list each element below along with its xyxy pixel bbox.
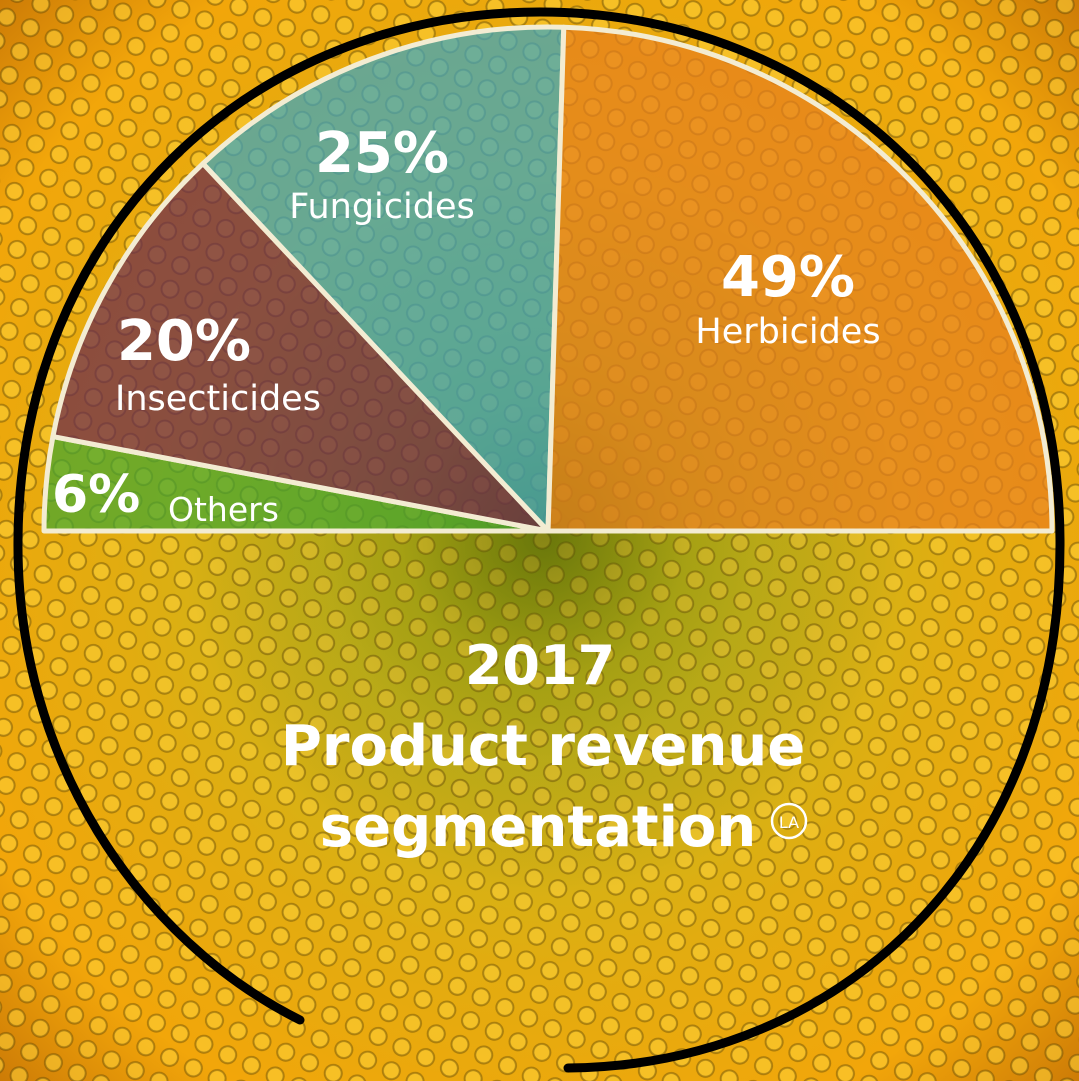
- slice-pct-herbicides: 49%: [721, 245, 855, 310]
- chart-title-line2: segmentation: [320, 795, 756, 860]
- slice-labels: 49% Herbicides 25% Fungicides 20% Insect…: [52, 121, 881, 529]
- chart-title-year: 2017: [465, 634, 615, 697]
- chart-title-line1: Product revenue: [281, 714, 805, 779]
- pie-outline: [13, 7, 1065, 1073]
- slice-herbicides: [545, 24, 1055, 534]
- slice-fungicides: [200, 24, 567, 534]
- chart-title: 2017 Product revenue segmentation LA: [281, 634, 808, 860]
- pie-slices: [41, 24, 1055, 534]
- slice-label-herbicides: Herbicides: [695, 312, 880, 352]
- slice-label-others: Others: [168, 490, 279, 529]
- slice-insecticides: [50, 161, 551, 534]
- slice-label-fungicides: Fungicides: [289, 187, 474, 227]
- svg-text:LA: LA: [779, 813, 799, 832]
- slice-label-insecticides: Insecticides: [115, 379, 321, 419]
- slice-pct-insecticides: 20%: [117, 309, 251, 374]
- slice-pct-others: 6%: [52, 465, 140, 525]
- slice-pct-fungicides: 25%: [315, 121, 449, 186]
- la-badge-icon: LA: [770, 802, 808, 840]
